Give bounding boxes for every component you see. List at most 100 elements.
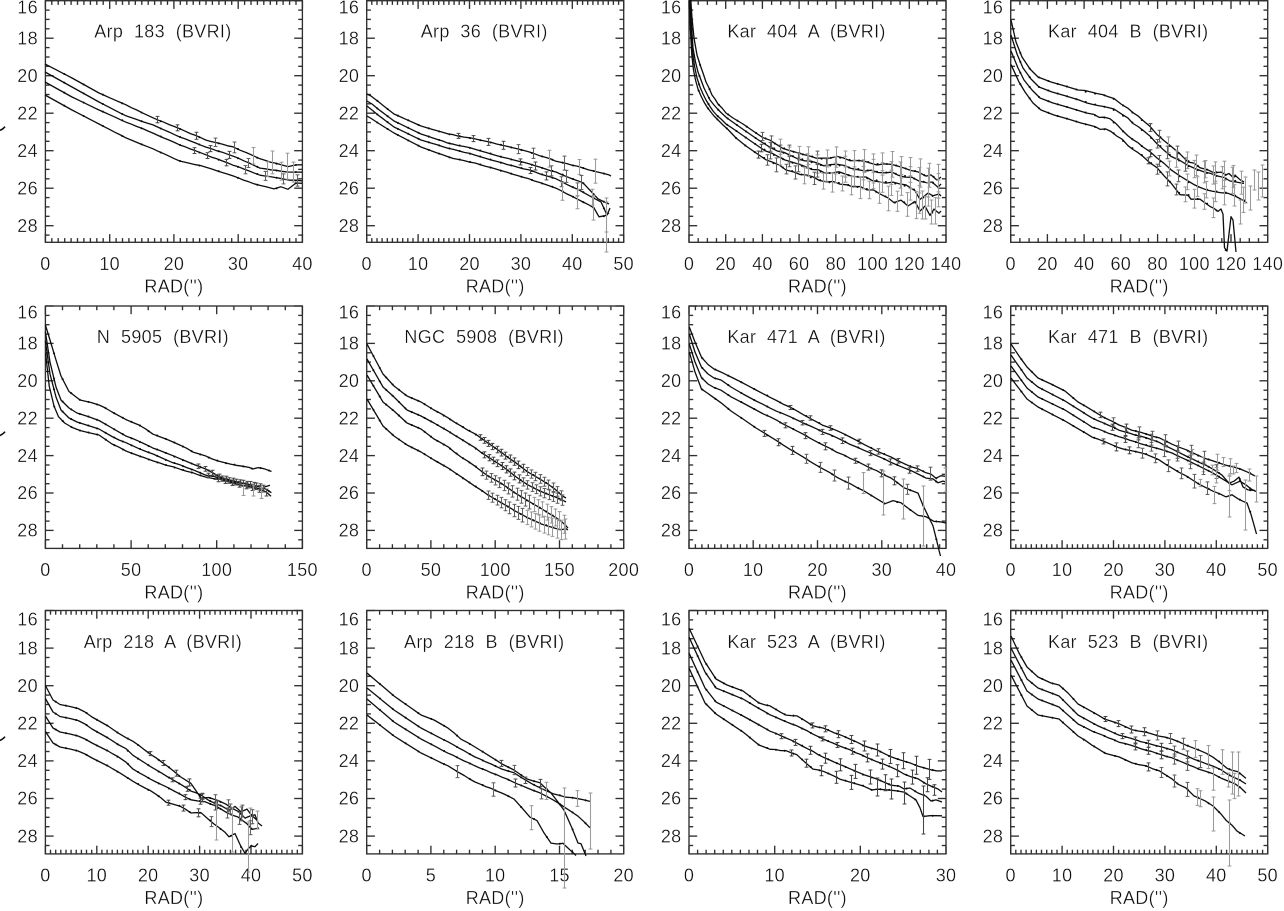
svg-text:24: 24 xyxy=(983,446,1004,466)
svg-text:20: 20 xyxy=(661,66,682,86)
svg-text:18: 18 xyxy=(661,638,682,658)
svg-text:24: 24 xyxy=(339,751,360,771)
svg-text:22: 22 xyxy=(983,408,1004,428)
svg-text:80: 80 xyxy=(826,254,847,274)
svg-text:10: 10 xyxy=(1052,865,1073,885)
svg-text:28: 28 xyxy=(339,521,360,541)
svg-text:200: 200 xyxy=(608,560,639,580)
svg-text:Arp 183 (BVRI): Arp 183 (BVRI) xyxy=(94,22,231,42)
svg-text:16: 16 xyxy=(17,610,38,630)
svg-text:20: 20 xyxy=(17,676,38,696)
svg-text:0: 0 xyxy=(362,865,372,885)
svg-text:18: 18 xyxy=(17,638,38,658)
svg-text:20: 20 xyxy=(983,66,1004,86)
svg-text:20: 20 xyxy=(613,865,634,885)
svg-text:26: 26 xyxy=(17,789,38,809)
svg-text:16: 16 xyxy=(661,610,682,630)
svg-text:26: 26 xyxy=(17,178,38,198)
svg-text:16: 16 xyxy=(661,0,682,17)
svg-text:50: 50 xyxy=(613,254,634,274)
svg-text:20: 20 xyxy=(1103,560,1124,580)
svg-text:20: 20 xyxy=(850,865,871,885)
svg-text:120: 120 xyxy=(1216,254,1247,274)
svg-text:24: 24 xyxy=(983,141,1004,161)
svg-text:20: 20 xyxy=(661,676,682,696)
svg-text:10: 10 xyxy=(1052,560,1073,580)
svg-text:22: 22 xyxy=(17,103,38,123)
svg-text:150: 150 xyxy=(287,560,318,580)
svg-text:30: 30 xyxy=(871,560,892,580)
svg-text:24: 24 xyxy=(661,751,682,771)
svg-text:20: 20 xyxy=(1103,865,1124,885)
svg-text:150: 150 xyxy=(544,560,575,580)
svg-text:18: 18 xyxy=(17,28,38,48)
svg-text:40: 40 xyxy=(1074,254,1095,274)
svg-text:60: 60 xyxy=(789,254,810,274)
svg-text:RAD(''): RAD('') xyxy=(466,277,525,297)
svg-text:50: 50 xyxy=(292,865,313,885)
svg-text:RAD(''): RAD('') xyxy=(788,583,847,603)
svg-text:28: 28 xyxy=(983,826,1004,846)
svg-text:18: 18 xyxy=(983,638,1004,658)
svg-text:15: 15 xyxy=(549,865,570,885)
svg-text:40: 40 xyxy=(292,254,313,274)
svg-text:0: 0 xyxy=(1006,560,1016,580)
svg-text:Kar 523 B (BVRI): Kar 523 B (BVRI) xyxy=(1048,632,1208,652)
svg-text:16: 16 xyxy=(983,0,1004,17)
svg-text:50: 50 xyxy=(121,560,142,580)
svg-text:40: 40 xyxy=(1206,560,1227,580)
svg-text:24: 24 xyxy=(661,446,682,466)
svg-text:20: 20 xyxy=(661,371,682,391)
svg-text:22: 22 xyxy=(17,714,38,734)
svg-text:20: 20 xyxy=(983,371,1004,391)
svg-text:22: 22 xyxy=(661,408,682,428)
svg-text:20: 20 xyxy=(983,676,1004,696)
svg-text:28: 28 xyxy=(339,216,360,236)
svg-text:Kar 471 B (BVRI): Kar 471 B (BVRI) xyxy=(1048,327,1208,347)
svg-text:100: 100 xyxy=(201,560,232,580)
svg-text:16: 16 xyxy=(339,610,360,630)
svg-text:18: 18 xyxy=(339,638,360,658)
svg-text:0: 0 xyxy=(40,865,50,885)
svg-text:20: 20 xyxy=(459,254,480,274)
svg-text:40: 40 xyxy=(241,865,262,885)
svg-text:NGC 5908 (BVRI): NGC 5908 (BVRI) xyxy=(404,327,564,347)
svg-text:16: 16 xyxy=(17,302,38,322)
svg-text:28: 28 xyxy=(17,826,38,846)
svg-text:50: 50 xyxy=(1257,560,1278,580)
svg-text:24: 24 xyxy=(339,141,360,161)
svg-text:20: 20 xyxy=(807,560,828,580)
svg-text:26: 26 xyxy=(661,789,682,809)
svg-text:18: 18 xyxy=(661,28,682,48)
svg-text:18: 18 xyxy=(339,28,360,48)
svg-text:0: 0 xyxy=(684,865,694,885)
svg-text:Kar 404 A (BVRI): Kar 404 A (BVRI) xyxy=(727,22,885,42)
svg-text:22: 22 xyxy=(339,714,360,734)
svg-text:28: 28 xyxy=(339,826,360,846)
svg-text:26: 26 xyxy=(17,483,38,503)
svg-text:22: 22 xyxy=(339,103,360,123)
svg-text:26: 26 xyxy=(339,483,360,503)
svg-text:18: 18 xyxy=(661,334,682,354)
svg-text:N 5905 (BVRI): N 5905 (BVRI) xyxy=(97,327,229,347)
svg-text:26: 26 xyxy=(983,789,1004,809)
svg-text:18: 18 xyxy=(339,334,360,354)
svg-text:28: 28 xyxy=(661,521,682,541)
svg-text:10: 10 xyxy=(408,254,429,274)
svg-text:18: 18 xyxy=(17,334,38,354)
svg-text:30: 30 xyxy=(228,254,249,274)
svg-text:Kar 404 B (BVRI): Kar 404 B (BVRI) xyxy=(1048,22,1208,42)
svg-text:16: 16 xyxy=(339,0,360,17)
svg-text:30: 30 xyxy=(936,865,957,885)
svg-text:0: 0 xyxy=(362,254,372,274)
svg-text:100: 100 xyxy=(1179,254,1210,274)
svg-text:26: 26 xyxy=(339,789,360,809)
svg-text:16: 16 xyxy=(339,302,360,322)
svg-text:100: 100 xyxy=(480,560,511,580)
svg-text:22: 22 xyxy=(339,408,360,428)
svg-text:30: 30 xyxy=(189,865,210,885)
svg-text:140: 140 xyxy=(1252,254,1283,274)
svg-text:22: 22 xyxy=(661,103,682,123)
svg-text:RAD(''): RAD('') xyxy=(1110,888,1169,908)
svg-text:0: 0 xyxy=(1006,865,1016,885)
